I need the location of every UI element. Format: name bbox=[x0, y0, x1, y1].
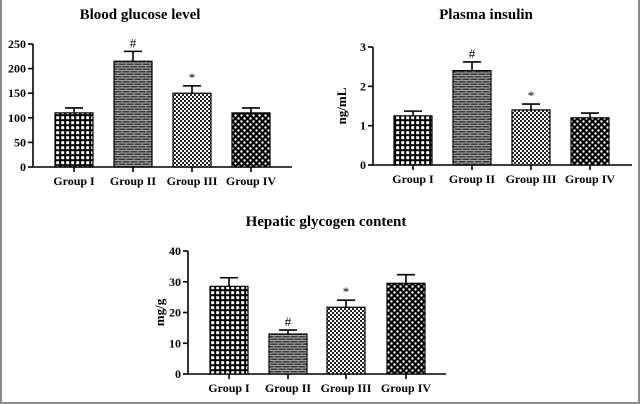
bar-group-ii bbox=[268, 333, 308, 375]
bar-group-iii bbox=[326, 306, 366, 375]
bar-group-ii bbox=[452, 69, 492, 166]
bar-group-iii bbox=[172, 92, 212, 168]
chart-blood-glucose: Blood glucose level 0 50 100 150 200 250 Group … bbox=[8, 7, 292, 188]
y-tick-label: 200 bbox=[8, 62, 26, 76]
significance-asterisk: * bbox=[343, 284, 350, 299]
chart-title: Plasma insulin bbox=[439, 7, 533, 23]
bar-group-i bbox=[209, 285, 249, 375]
y-tick-label: 50 bbox=[14, 135, 26, 149]
x-category-label: Group II bbox=[265, 381, 311, 395]
x-category-label: Group I bbox=[53, 174, 95, 188]
x-category-label: Group II bbox=[110, 174, 156, 188]
x-category-label: Group I bbox=[392, 172, 434, 186]
x-category-label: Group I bbox=[208, 381, 250, 395]
x-category-label: Group III bbox=[321, 381, 372, 395]
y-tick-label: 2 bbox=[360, 79, 366, 93]
significance-asterisk: * bbox=[528, 88, 535, 103]
chart-title: Hepatic glycogen content bbox=[246, 214, 407, 230]
y-axis-label: ng/mL bbox=[334, 87, 349, 124]
x-category-label: Group II bbox=[449, 172, 495, 186]
bar-group-iii bbox=[511, 109, 551, 166]
bar-group-iv bbox=[386, 282, 426, 375]
y-axis-label: mg/g bbox=[152, 298, 167, 326]
x-category-label: Group IV bbox=[565, 172, 615, 186]
x-category-label: Group IV bbox=[226, 174, 276, 188]
chart-hepatic-glycogen: Hepatic glycogen content mg/g 0 10 20 30 40 Gro… bbox=[152, 214, 446, 395]
bar-group-ii bbox=[113, 60, 153, 168]
significance-asterisk: * bbox=[189, 70, 196, 85]
y-tick-label: 30 bbox=[169, 275, 181, 289]
y-tick-label: 0 bbox=[20, 160, 26, 174]
x-category-label: Group IV bbox=[381, 381, 431, 395]
y-tick-label: 100 bbox=[8, 111, 26, 125]
chart-title: Blood glucose level bbox=[80, 7, 201, 23]
y-tick-label: 0 bbox=[175, 367, 181, 381]
x-category-label: Group III bbox=[506, 172, 557, 186]
significance-hash: # bbox=[130, 35, 137, 50]
y-tick-label: 20 bbox=[169, 306, 181, 320]
bar-group-i bbox=[54, 112, 94, 168]
y-tick-label: 40 bbox=[169, 244, 181, 258]
bar-group-i bbox=[393, 115, 433, 166]
y-tick-label: 3 bbox=[360, 40, 366, 54]
y-tick-label: 250 bbox=[8, 37, 26, 51]
y-tick-label: 1 bbox=[360, 119, 366, 133]
significance-hash: # bbox=[469, 46, 476, 61]
bar-group-iv bbox=[231, 112, 271, 168]
bar-group-iv bbox=[570, 117, 610, 166]
chart-plasma-insulin: Plasma insulin ng/mL 0 1 2 3 Group I Group II # G… bbox=[334, 7, 632, 186]
significance-hash: # bbox=[285, 314, 292, 329]
y-tick-label: 150 bbox=[8, 86, 26, 100]
x-category-label: Group III bbox=[167, 174, 218, 188]
y-tick-label: 0 bbox=[360, 158, 366, 172]
y-tick-label: 10 bbox=[169, 336, 181, 350]
